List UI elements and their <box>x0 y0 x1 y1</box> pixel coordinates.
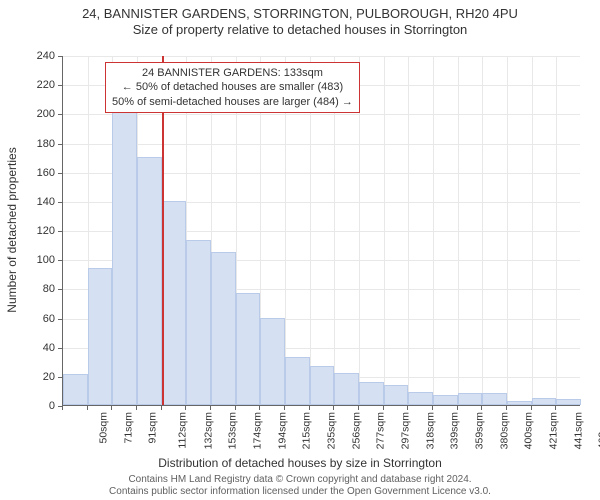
y-tick-label: 80 <box>43 283 55 295</box>
title-address: 24, BANNISTER GARDENS, STORRINGTON, PULB… <box>0 6 600 22</box>
x-tick-label: 297sqm <box>399 412 411 449</box>
y-tick-label: 60 <box>43 313 55 325</box>
x-tick <box>87 406 88 410</box>
x-tick-label: 380sqm <box>498 412 510 449</box>
x-tick-label: 421sqm <box>547 412 559 449</box>
annotation-line: 50% of semi-detached houses are larger (… <box>112 95 353 109</box>
figure-container: 24, BANNISTER GARDENS, STORRINGTON, PULB… <box>0 0 600 500</box>
x-tick <box>407 406 408 410</box>
x-tick <box>383 406 384 410</box>
x-tick-label: 339sqm <box>449 412 461 449</box>
y-tick-label: 200 <box>37 108 55 120</box>
x-tick-label: 50sqm <box>98 412 110 444</box>
x-tick-label: 112sqm <box>177 412 189 449</box>
x-tick <box>481 406 482 410</box>
x-tick-label: 359sqm <box>473 412 485 449</box>
x-axis-label: Distribution of detached houses by size … <box>0 456 600 470</box>
x-tick <box>136 406 137 410</box>
x-tick <box>161 406 162 410</box>
annotation-box: 24 BANNISTER GARDENS: 133sqm← 50% of det… <box>105 62 360 113</box>
x-tick-label: 256sqm <box>350 412 362 449</box>
credit-line-1: Contains HM Land Registry data © Crown c… <box>128 474 471 485</box>
x-tick <box>259 406 260 410</box>
annotation-line: 24 BANNISTER GARDENS: 133sqm <box>112 66 353 80</box>
x-tick-label: 132sqm <box>202 412 214 449</box>
credit-block: Contains HM Land Registry data © Crown c… <box>0 474 600 498</box>
y-tick-label: 40 <box>43 342 55 354</box>
y-tick-label: 100 <box>37 254 55 266</box>
x-tick <box>506 406 507 410</box>
x-tick <box>284 406 285 410</box>
x-tick-label: 174sqm <box>251 412 263 449</box>
x-tick <box>555 406 556 410</box>
x-tick <box>333 406 334 410</box>
x-tick-label: 400sqm <box>523 412 535 449</box>
titles-block: 24, BANNISTER GARDENS, STORRINGTON, PULB… <box>0 0 600 39</box>
y-tick-label: 240 <box>37 50 55 62</box>
x-tick-label: 194sqm <box>276 412 288 449</box>
x-tick-label: 318sqm <box>424 412 436 449</box>
x-tick <box>185 406 186 410</box>
x-tick <box>432 406 433 410</box>
x-tick-label: 235sqm <box>325 412 337 449</box>
y-tick-label: 0 <box>49 400 55 412</box>
y-tick-label: 220 <box>37 79 55 91</box>
x-tick <box>62 406 63 410</box>
y-tick-label: 140 <box>37 196 55 208</box>
x-tick-label: 277sqm <box>375 412 387 449</box>
x-tick <box>309 406 310 410</box>
y-tick-label: 120 <box>37 225 55 237</box>
x-tick-label: 91sqm <box>147 412 159 444</box>
y-tick-label: 180 <box>37 138 55 150</box>
x-tick-label: 441sqm <box>572 412 584 449</box>
title-subtitle: Size of property relative to detached ho… <box>0 22 600 38</box>
credit-line-2: Contains public sector information licen… <box>109 486 491 497</box>
x-tick <box>358 406 359 410</box>
plot-region: 24 BANNISTER GARDENS: 133sqm← 50% of det… <box>62 56 580 406</box>
x-tick-label: 153sqm <box>227 412 239 449</box>
chart-area: 24 BANNISTER GARDENS: 133sqm← 50% of det… <box>62 56 580 406</box>
y-tick-label: 20 <box>43 371 55 383</box>
y-axis-label: Number of detached properties <box>5 147 19 312</box>
x-tick <box>210 406 211 410</box>
x-tick <box>531 406 532 410</box>
x-tick <box>235 406 236 410</box>
y-tick-label: 160 <box>37 167 55 179</box>
x-tick <box>457 406 458 410</box>
x-tick-label: 215sqm <box>301 412 313 449</box>
annotation-line: ← 50% of detached houses are smaller (48… <box>112 80 353 94</box>
x-tick-label: 71sqm <box>122 412 134 444</box>
x-tick <box>111 406 112 410</box>
